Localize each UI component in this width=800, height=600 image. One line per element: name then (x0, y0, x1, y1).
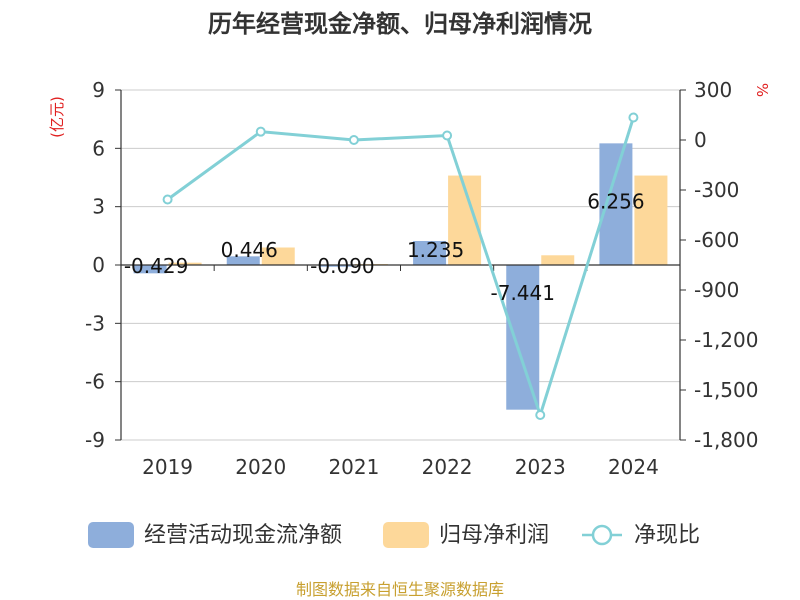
data-label: -7.441 (491, 281, 555, 305)
left-axis-tick-label: 3 (92, 195, 105, 219)
legend-swatch-operating-cash-flow (88, 522, 134, 548)
left-axis-tick-label: 6 (92, 136, 105, 160)
legend-label: 净现比 (634, 523, 700, 548)
bar-net-profit (261, 247, 295, 265)
right-axis-tick-label: -600 (694, 228, 739, 252)
x-axis-tick-label: 2022 (422, 455, 473, 479)
left-axis-unit: (亿元) (48, 96, 66, 138)
line-point (535, 410, 546, 420)
left-axis-tick-label: -6 (85, 370, 105, 394)
legend-label: 归母净利润 (439, 523, 549, 548)
line-cash-ratio (166, 117, 635, 420)
legend-label: 经营活动现金流净额 (144, 523, 342, 548)
right-axis-tick-label: -900 (694, 278, 739, 302)
line-point (255, 126, 266, 137)
data-label: 6.256 (587, 189, 644, 213)
line-point (348, 135, 359, 145)
line-point (442, 130, 453, 141)
left-axis-tick-label: -3 (85, 311, 105, 335)
left-axis-tick-label: 9 (92, 78, 105, 102)
bar-operating-cash-flow (506, 265, 540, 410)
right-axis-tick-label: 300 (694, 78, 732, 102)
bar-operating-cash-flow (319, 265, 353, 267)
line-point (162, 194, 173, 205)
bar-net-profit (541, 255, 575, 265)
left-axis-tick-label: 0 (92, 253, 105, 277)
x-axis-tick-label: 2023 (515, 455, 566, 479)
bar-operating-cash-flow (413, 240, 447, 265)
source-note: 制图数据来自恒生聚源数据库 (296, 580, 504, 599)
x-axis-tick-label: 2020 (235, 455, 286, 479)
bar-net-profit (634, 175, 668, 265)
right-axis-unit: % (753, 83, 771, 97)
right-axis-tick-label: -1,200 (694, 328, 758, 352)
bar-operating-cash-flow (226, 256, 260, 265)
data-label: -0.429 (124, 254, 188, 278)
x-axis-tick-label: 2024 (608, 455, 659, 479)
left-axis-tick-label: -9 (85, 428, 105, 452)
bar-net-profit (168, 262, 202, 265)
data-label: 0.446 (221, 238, 278, 262)
x-axis-tick-label: 2019 (142, 455, 193, 479)
right-axis-tick-label: 0 (694, 128, 707, 152)
data-label: -0.090 (310, 254, 374, 278)
legend-marker-cash-ratio (591, 524, 613, 546)
line-point (628, 112, 639, 123)
data-label: 1.235 (407, 238, 464, 262)
right-axis-tick-label: -1,800 (694, 428, 758, 452)
bar-operating-cash-flow (133, 265, 167, 274)
x-axis-tick-label: 2021 (328, 455, 379, 479)
chart-title: 历年经营现金净额、归母净利润情况 (208, 10, 592, 38)
right-axis-tick-label: -1,500 (694, 378, 758, 402)
right-axis-tick-label: -300 (694, 178, 739, 202)
legend-swatch-net-profit (383, 522, 429, 548)
